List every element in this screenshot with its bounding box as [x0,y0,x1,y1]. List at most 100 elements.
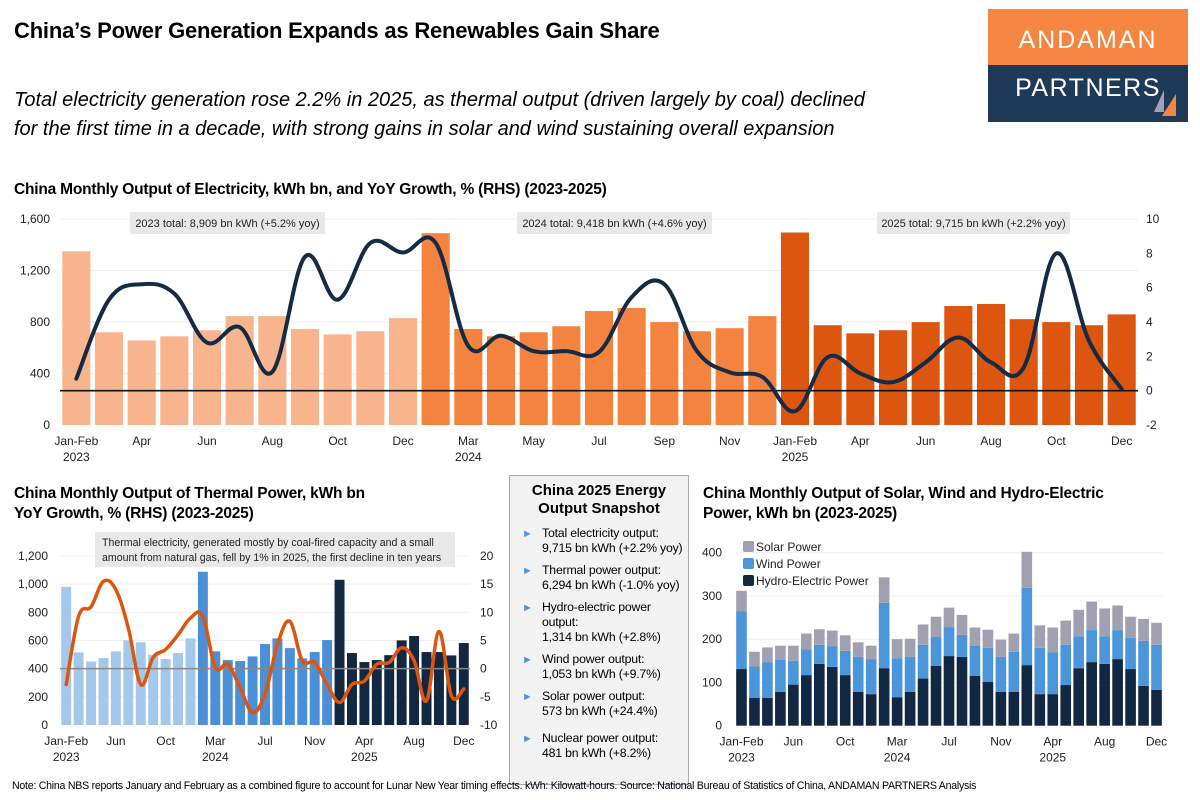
stacked-bar-segment [1151,622,1162,645]
y2-tick-label: 5 [480,634,487,648]
stacked-bar-segment [775,659,786,692]
x-tick-label: Jan-Feb [719,735,763,749]
yoy-growth-line [64,578,466,715]
total-annotation-box [517,212,712,234]
snapshot-item-text: 9,715 bn kWh (+2.2% yoy) [542,541,683,555]
x-tick-label: Nov [304,734,325,748]
bar [309,652,320,725]
stacked-bar-segment [736,590,747,612]
stacked-bar-segment [813,663,825,726]
stacked-bar-segment [1021,665,1033,726]
stacked-bar-segment [1008,651,1020,692]
energy-snapshot-panel: China 2025 Energy Output Snapshot ► Total… [509,475,689,785]
stacked-bar-segment [1073,636,1085,669]
stacked-bar-segment [956,656,968,726]
total-annotation: 2025 total: 9,715 bn kWh (+2.2% yoy) [881,218,1065,230]
x-tick-label: Jun [916,434,935,448]
stacked-bar-segment [943,607,955,628]
legend-swatch [743,541,754,552]
y-tick-label: 400 [702,546,722,560]
stacked-bar-segment [775,645,786,660]
y-tick-label: 100 [702,675,722,689]
chart-title-electricity: China Monthly Output of Electricity, kWh… [14,181,607,198]
title-line: China Monthly Output of Thermal Power, k… [14,485,365,502]
bar [260,644,270,725]
subtitle-line: for the first time in a decade, with str… [14,118,835,140]
x-tick-label: Mar [887,735,908,749]
stacked-bar-segment [839,635,851,651]
legend-label: Solar Power [756,540,821,554]
stacked-bar-segment [956,634,968,657]
triangle-right-icon: ► [522,602,533,614]
snapshot-item-text: output: [542,615,579,629]
stacked-bar-segment [943,656,955,726]
x-tick-label: Nov [719,434,740,448]
bar [173,653,183,725]
y-tick-label: 0 [715,719,722,733]
x-tick-label: Jan-Feb [54,434,98,448]
stacked-bar-segment [878,668,890,726]
logo-top: ANDAMAN [988,9,1188,65]
x-tick-label: Aug [262,434,283,448]
stacked-bar-segment [801,649,812,676]
stacked-bar-segment [982,629,994,648]
x-tick-label: Mar [205,734,226,748]
stacked-bar-segment [943,627,955,657]
x-tick-label: Jul [941,735,956,749]
bar [347,653,357,725]
stacked-bar-segment [1073,609,1085,637]
bar [780,232,810,425]
x-tick-label: Aug [403,734,424,748]
bar [715,328,744,425]
snapshot-item-text: 1,314 bn kWh (+2.8%) [542,630,661,644]
stacked-bar-segment [749,651,760,667]
x-year-label: 2023 [53,750,80,764]
thermal-annotation-box [95,532,455,567]
triangle-right-icon: ► [522,565,533,577]
stacked-bar-segment [917,624,929,645]
stacked-bar-segment [1021,551,1033,588]
stacked-bar-segment [995,656,1007,692]
stacked-bar-segment [839,650,851,676]
x-tick-label: Dec [1146,735,1167,749]
legend-label: Hydro-Electric Power [756,574,869,588]
stacked-bar-segment [904,691,916,726]
bar [409,635,420,725]
x-tick-label: Apr [355,734,374,748]
y2-tick-label: 0 [1146,384,1153,398]
bar [911,322,940,425]
stacked-bar-segment [1034,694,1046,726]
bar [225,316,254,425]
stacked-bar-segment [904,656,916,692]
y-tick-label: 400 [30,367,50,381]
bar [160,659,171,725]
stacked-bar-segment [749,698,760,726]
x-tick-label: Aug [980,434,1001,448]
x-tick-label: Nov [990,735,1011,749]
bar [192,330,222,425]
stacked-bar-segment [1151,689,1162,726]
bar [94,332,124,425]
y2-tick-label: 20 [480,549,494,563]
y-tick-label: 300 [702,589,722,603]
x-tick-label: Apr [1043,735,1062,749]
bar [148,654,159,725]
logo-text: PARTNERS [1015,74,1161,102]
x-year-label: 2024 [455,450,482,464]
bar [433,652,444,725]
bar [371,660,382,725]
x-tick-label: Oct [156,734,175,748]
y2-tick-label: 2 [1146,349,1153,363]
stacked-bar-segment [930,637,942,667]
y2-tick-label: 10 [480,605,494,619]
electricity-chart: 0 400 800 1,200 1,600 -2 0 2 4 6 8 10 Jan-Feb 2023 Apr… [20,212,1160,464]
snapshot-item: ► Hydro-electric power output: 1,314 bn kWh… [510,600,688,645]
stacked-bar-segment [878,577,890,603]
bar [222,660,233,725]
bar [272,638,283,725]
stacked-bar-segment [762,698,773,726]
stacked-bar-segment [995,691,1007,726]
bar [617,307,646,425]
legend-swatch [743,558,754,569]
